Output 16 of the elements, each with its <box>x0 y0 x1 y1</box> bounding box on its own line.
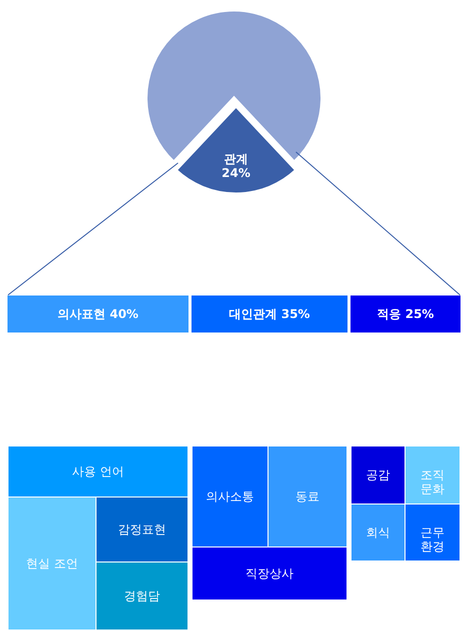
text: 대인관계 35% <box>229 307 310 321</box>
text: 감정표현 <box>118 522 166 536</box>
text: 의사소통 <box>206 490 254 504</box>
text: 공감 <box>366 468 390 482</box>
text: 동료 <box>296 490 320 504</box>
data-label: 24% <box>222 166 250 180</box>
text: 직장상사 <box>246 566 294 580</box>
text: 현실 조언 <box>26 556 78 570</box>
text: 적응 25% <box>377 307 434 321</box>
text: 사용 언어 <box>72 464 124 478</box>
text: 의사표현 40% <box>58 307 138 321</box>
slice-label: 관계 <box>224 152 248 166</box>
text: 경험담 <box>124 589 160 603</box>
text: 조직문화 <box>420 468 444 496</box>
text: 회식 <box>366 526 390 540</box>
text: 근무환경 <box>420 526 444 554</box>
